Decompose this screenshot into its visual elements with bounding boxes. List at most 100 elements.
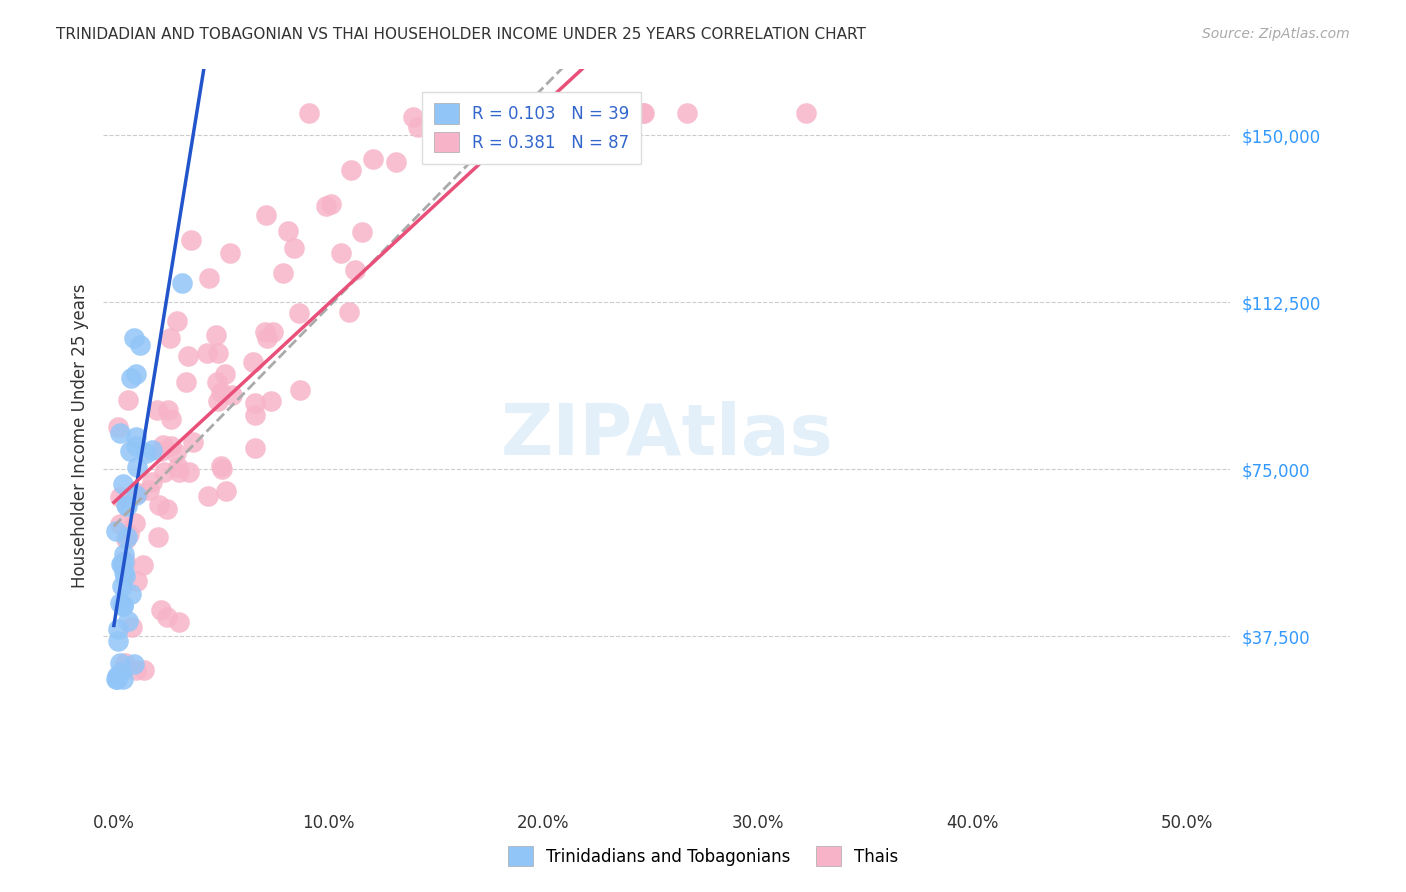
Point <box>205 328 228 343</box>
Point <box>132 558 155 572</box>
Point <box>181 435 204 450</box>
Point <box>110 665 132 680</box>
Point <box>207 376 229 390</box>
Point <box>105 524 128 538</box>
Point <box>330 246 353 260</box>
Point <box>111 672 134 686</box>
Point <box>198 271 221 285</box>
Point <box>120 443 142 458</box>
Point <box>112 599 135 613</box>
Text: ZIPAtlas: ZIPAtlas <box>501 401 832 470</box>
Point <box>138 483 160 498</box>
Point <box>112 598 135 612</box>
Point <box>633 106 655 120</box>
Point <box>149 603 172 617</box>
Point <box>110 578 132 592</box>
Text: Source: ZipAtlas.com: Source: ZipAtlas.com <box>1202 27 1350 41</box>
Point <box>436 106 458 120</box>
Point <box>148 498 170 512</box>
Point <box>209 458 232 473</box>
Point <box>180 234 202 248</box>
Point <box>141 475 163 489</box>
Point <box>115 499 138 513</box>
Point <box>114 554 136 568</box>
Point <box>631 106 654 120</box>
Point <box>167 460 190 475</box>
Point <box>148 530 170 544</box>
Point <box>402 110 425 124</box>
Point <box>105 672 128 686</box>
Point <box>211 461 233 475</box>
Point <box>110 490 132 504</box>
Point <box>108 516 131 531</box>
Point <box>108 656 131 670</box>
Point <box>340 163 363 178</box>
Point <box>243 396 266 410</box>
Point <box>112 477 135 491</box>
Point <box>254 208 277 222</box>
Point <box>132 663 155 677</box>
Point <box>245 408 267 422</box>
Point <box>156 502 179 516</box>
Point <box>112 547 135 561</box>
Point <box>108 596 131 610</box>
Y-axis label: Householder Income Under 25 years: Householder Income Under 25 years <box>72 284 89 588</box>
Point <box>122 657 145 671</box>
Point <box>105 672 128 686</box>
Point <box>794 106 817 120</box>
Point <box>170 277 193 291</box>
Point <box>105 669 128 683</box>
Point <box>150 444 173 458</box>
Point <box>221 388 243 402</box>
Point <box>218 245 240 260</box>
Point <box>283 241 305 255</box>
Point <box>441 106 464 120</box>
Point <box>361 153 384 167</box>
Point <box>254 325 277 339</box>
Legend: Trinidadians and Tobagonians, Thais: Trinidadians and Tobagonians, Thais <box>499 838 907 875</box>
Point <box>111 557 134 571</box>
Point <box>125 439 148 453</box>
Point <box>177 349 200 363</box>
Point <box>243 441 266 455</box>
Point <box>165 446 187 460</box>
Point <box>384 155 406 169</box>
Point <box>128 337 150 351</box>
Point <box>197 489 219 503</box>
Point <box>121 620 143 634</box>
Point <box>288 306 311 320</box>
Point <box>169 465 191 479</box>
Point <box>125 488 148 502</box>
Point <box>120 587 142 601</box>
Point <box>127 574 149 588</box>
Point <box>298 106 321 120</box>
Point <box>117 392 139 407</box>
Point <box>125 460 148 475</box>
Point <box>676 106 699 120</box>
Point <box>114 568 136 582</box>
Point <box>166 313 188 327</box>
Point <box>256 330 278 344</box>
Point <box>207 394 229 409</box>
Point <box>440 106 463 120</box>
Point <box>107 622 129 636</box>
Point <box>406 120 429 135</box>
Point <box>209 384 232 399</box>
Point <box>207 346 229 360</box>
Point <box>195 345 218 359</box>
Point <box>156 610 179 624</box>
Point <box>107 633 129 648</box>
Point <box>112 555 135 569</box>
Point <box>118 527 141 541</box>
Point <box>214 367 236 381</box>
Point <box>159 439 181 453</box>
Point <box>114 656 136 670</box>
Text: TRINIDADIAN AND TOBAGONIAN VS THAI HOUSEHOLDER INCOME UNDER 25 YEARS CORRELATION: TRINIDADIAN AND TOBAGONIAN VS THAI HOUSE… <box>56 27 866 42</box>
Point <box>215 483 238 498</box>
Point <box>319 197 342 211</box>
Point <box>290 383 312 397</box>
Point <box>344 263 367 277</box>
Point <box>146 402 169 417</box>
Point <box>152 438 174 452</box>
Point <box>159 331 181 345</box>
